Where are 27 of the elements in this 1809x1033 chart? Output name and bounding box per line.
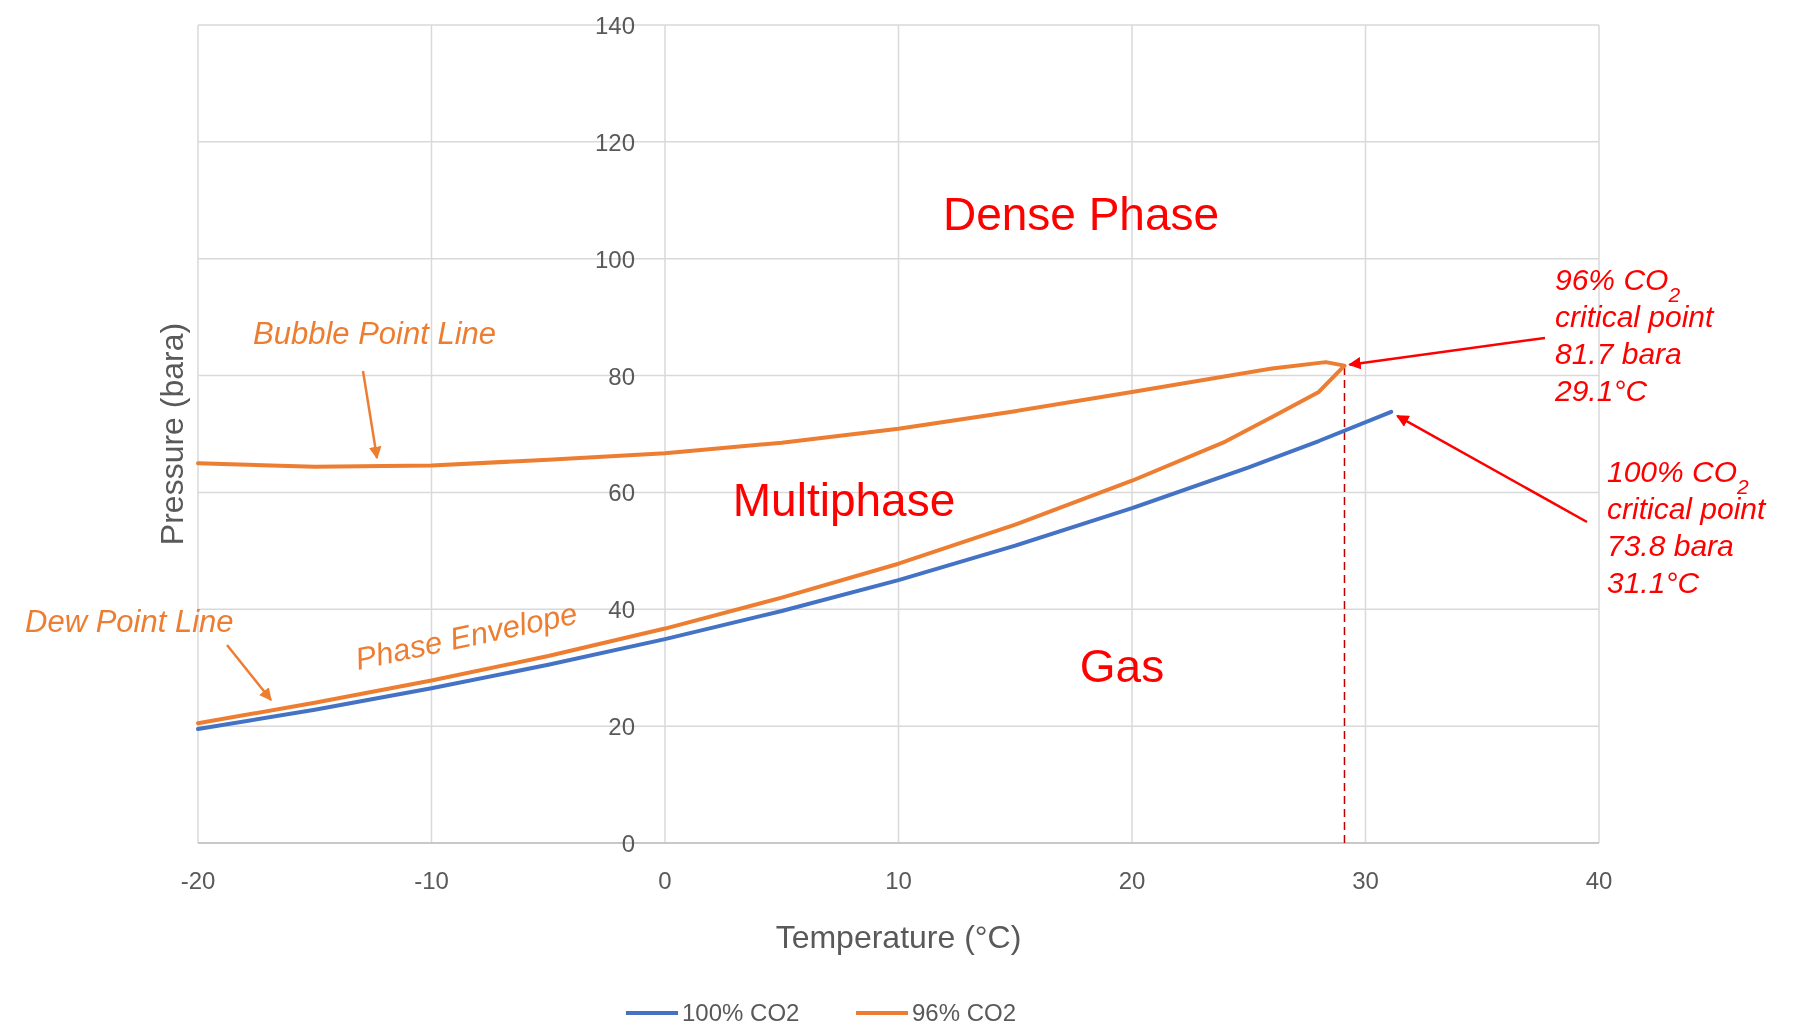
y-tick-label: 40 xyxy=(608,596,635,624)
annotation: Phase Envelope xyxy=(352,595,581,677)
annotation: Dense Phase xyxy=(942,188,1220,240)
y-axis-title: Pressure (bara) xyxy=(154,322,190,546)
annotation: 100% CO$_{2}$ critical point 73.8 bara 31.1°C xyxy=(1607,455,1774,599)
y-tick-label: 80 xyxy=(608,362,635,390)
x-tick-label: 20 xyxy=(1118,867,1146,894)
y-tick-label: 60 xyxy=(608,479,635,507)
x-tick-label: 10 xyxy=(885,867,912,894)
y-tick-label: 0 xyxy=(621,830,635,857)
annotation: Gas xyxy=(1079,640,1165,692)
annotation: Multiphase xyxy=(732,474,956,526)
x-tick-label: 40 xyxy=(1585,867,1613,894)
annotation: 96% CO$_{2}$ critical point 81.7 bara 29.1°C xyxy=(1554,263,1722,407)
y-tick-label: 100 xyxy=(594,245,635,273)
x-tick-label: -10 xyxy=(414,867,449,894)
x-tick-label: 30 xyxy=(1352,867,1379,894)
y-tick-label: 20 xyxy=(608,713,635,741)
annotation: Dew Point Line xyxy=(25,604,234,639)
y-tick-label: 120 xyxy=(594,128,635,156)
x-axis-title: Temperature (°C) xyxy=(775,919,1022,955)
y-tick-label: 140 xyxy=(594,12,635,39)
x-tick-label: -20 xyxy=(180,867,216,894)
x-tick-label: 0 xyxy=(658,867,672,894)
legend-label: 96% CO2 xyxy=(912,999,1017,1026)
annotation: Bubble Point Line xyxy=(253,316,497,351)
legend-label: 100% CO2 xyxy=(682,999,800,1026)
